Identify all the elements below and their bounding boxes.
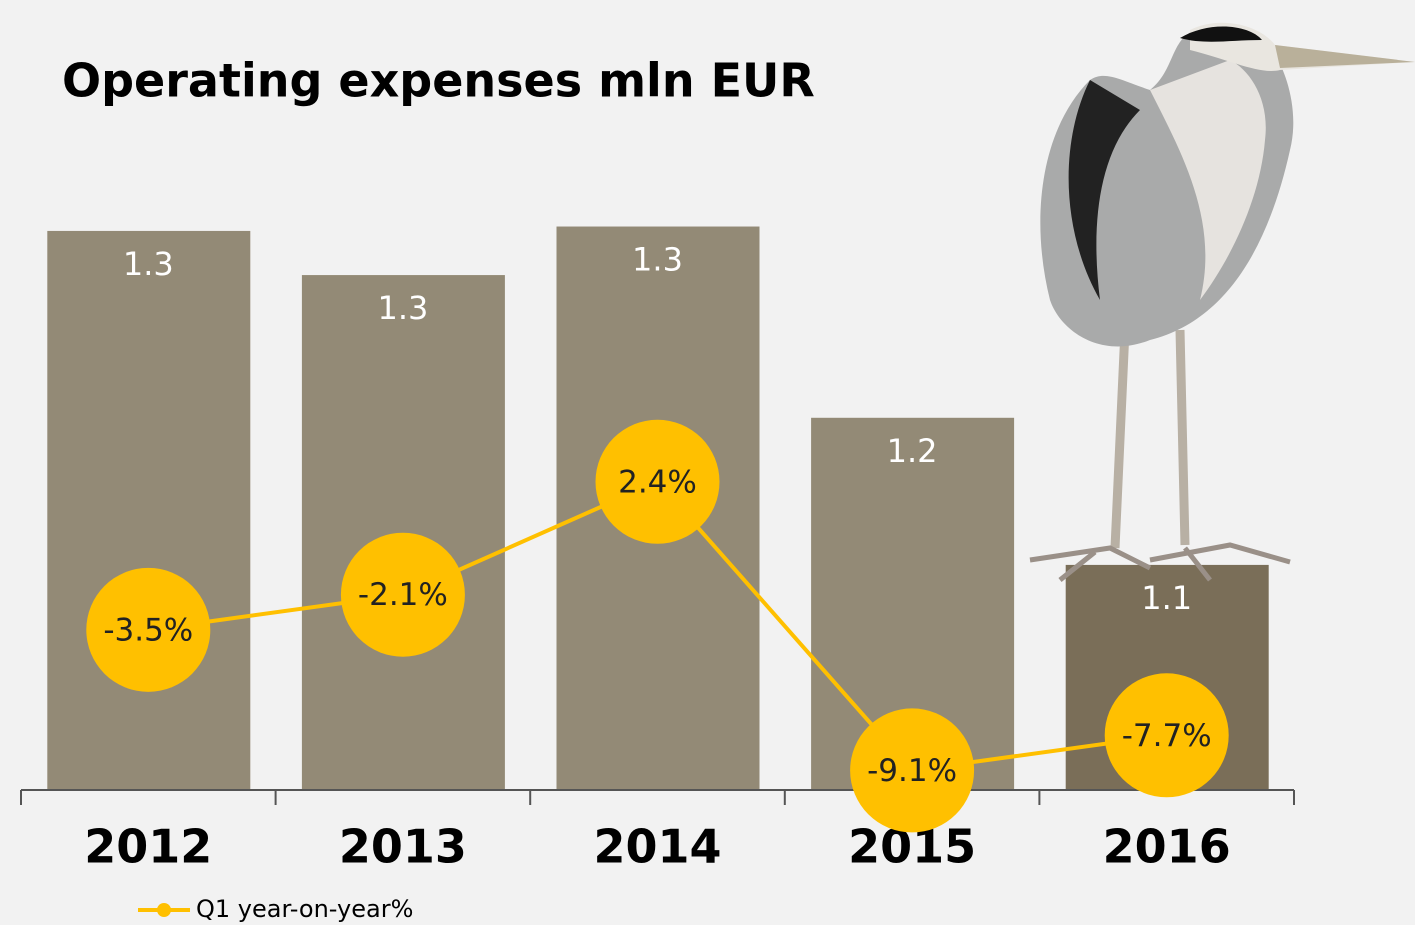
line-marker: [86, 567, 211, 692]
line-marker: [340, 532, 465, 657]
x-tick-label: 2016: [1103, 820, 1231, 874]
chart-title: Operating expenses mln EUR: [62, 54, 815, 108]
line-value-label: 2.4%: [618, 464, 697, 500]
line-value-label: -3.5%: [103, 612, 193, 648]
bar-value-label: 1.2: [887, 432, 938, 470]
line-marker: [850, 708, 975, 833]
line-marker: [595, 419, 720, 544]
bar: [301, 275, 505, 791]
x-tick-label: 2014: [593, 820, 721, 874]
bar: [47, 230, 251, 790]
x-tick-label: 2013: [339, 820, 467, 874]
line-value-label: -2.1%: [358, 577, 448, 613]
heron-illustration: [1029, 22, 1415, 582]
legend-marker: [157, 903, 171, 917]
bar-value-label: 1.3: [632, 241, 683, 279]
bar-value-label: 1.3: [123, 245, 174, 283]
line-marker: [1104, 673, 1229, 798]
bar-value-label: 1.3: [377, 289, 428, 327]
line-value-label: -7.7%: [1122, 718, 1212, 754]
bar-value-label: 1.1: [1141, 579, 1192, 617]
x-tick-label: 2012: [84, 820, 212, 874]
legend-label: Q1 year-on-year%: [196, 895, 413, 923]
line-value-label: -9.1%: [867, 753, 957, 789]
